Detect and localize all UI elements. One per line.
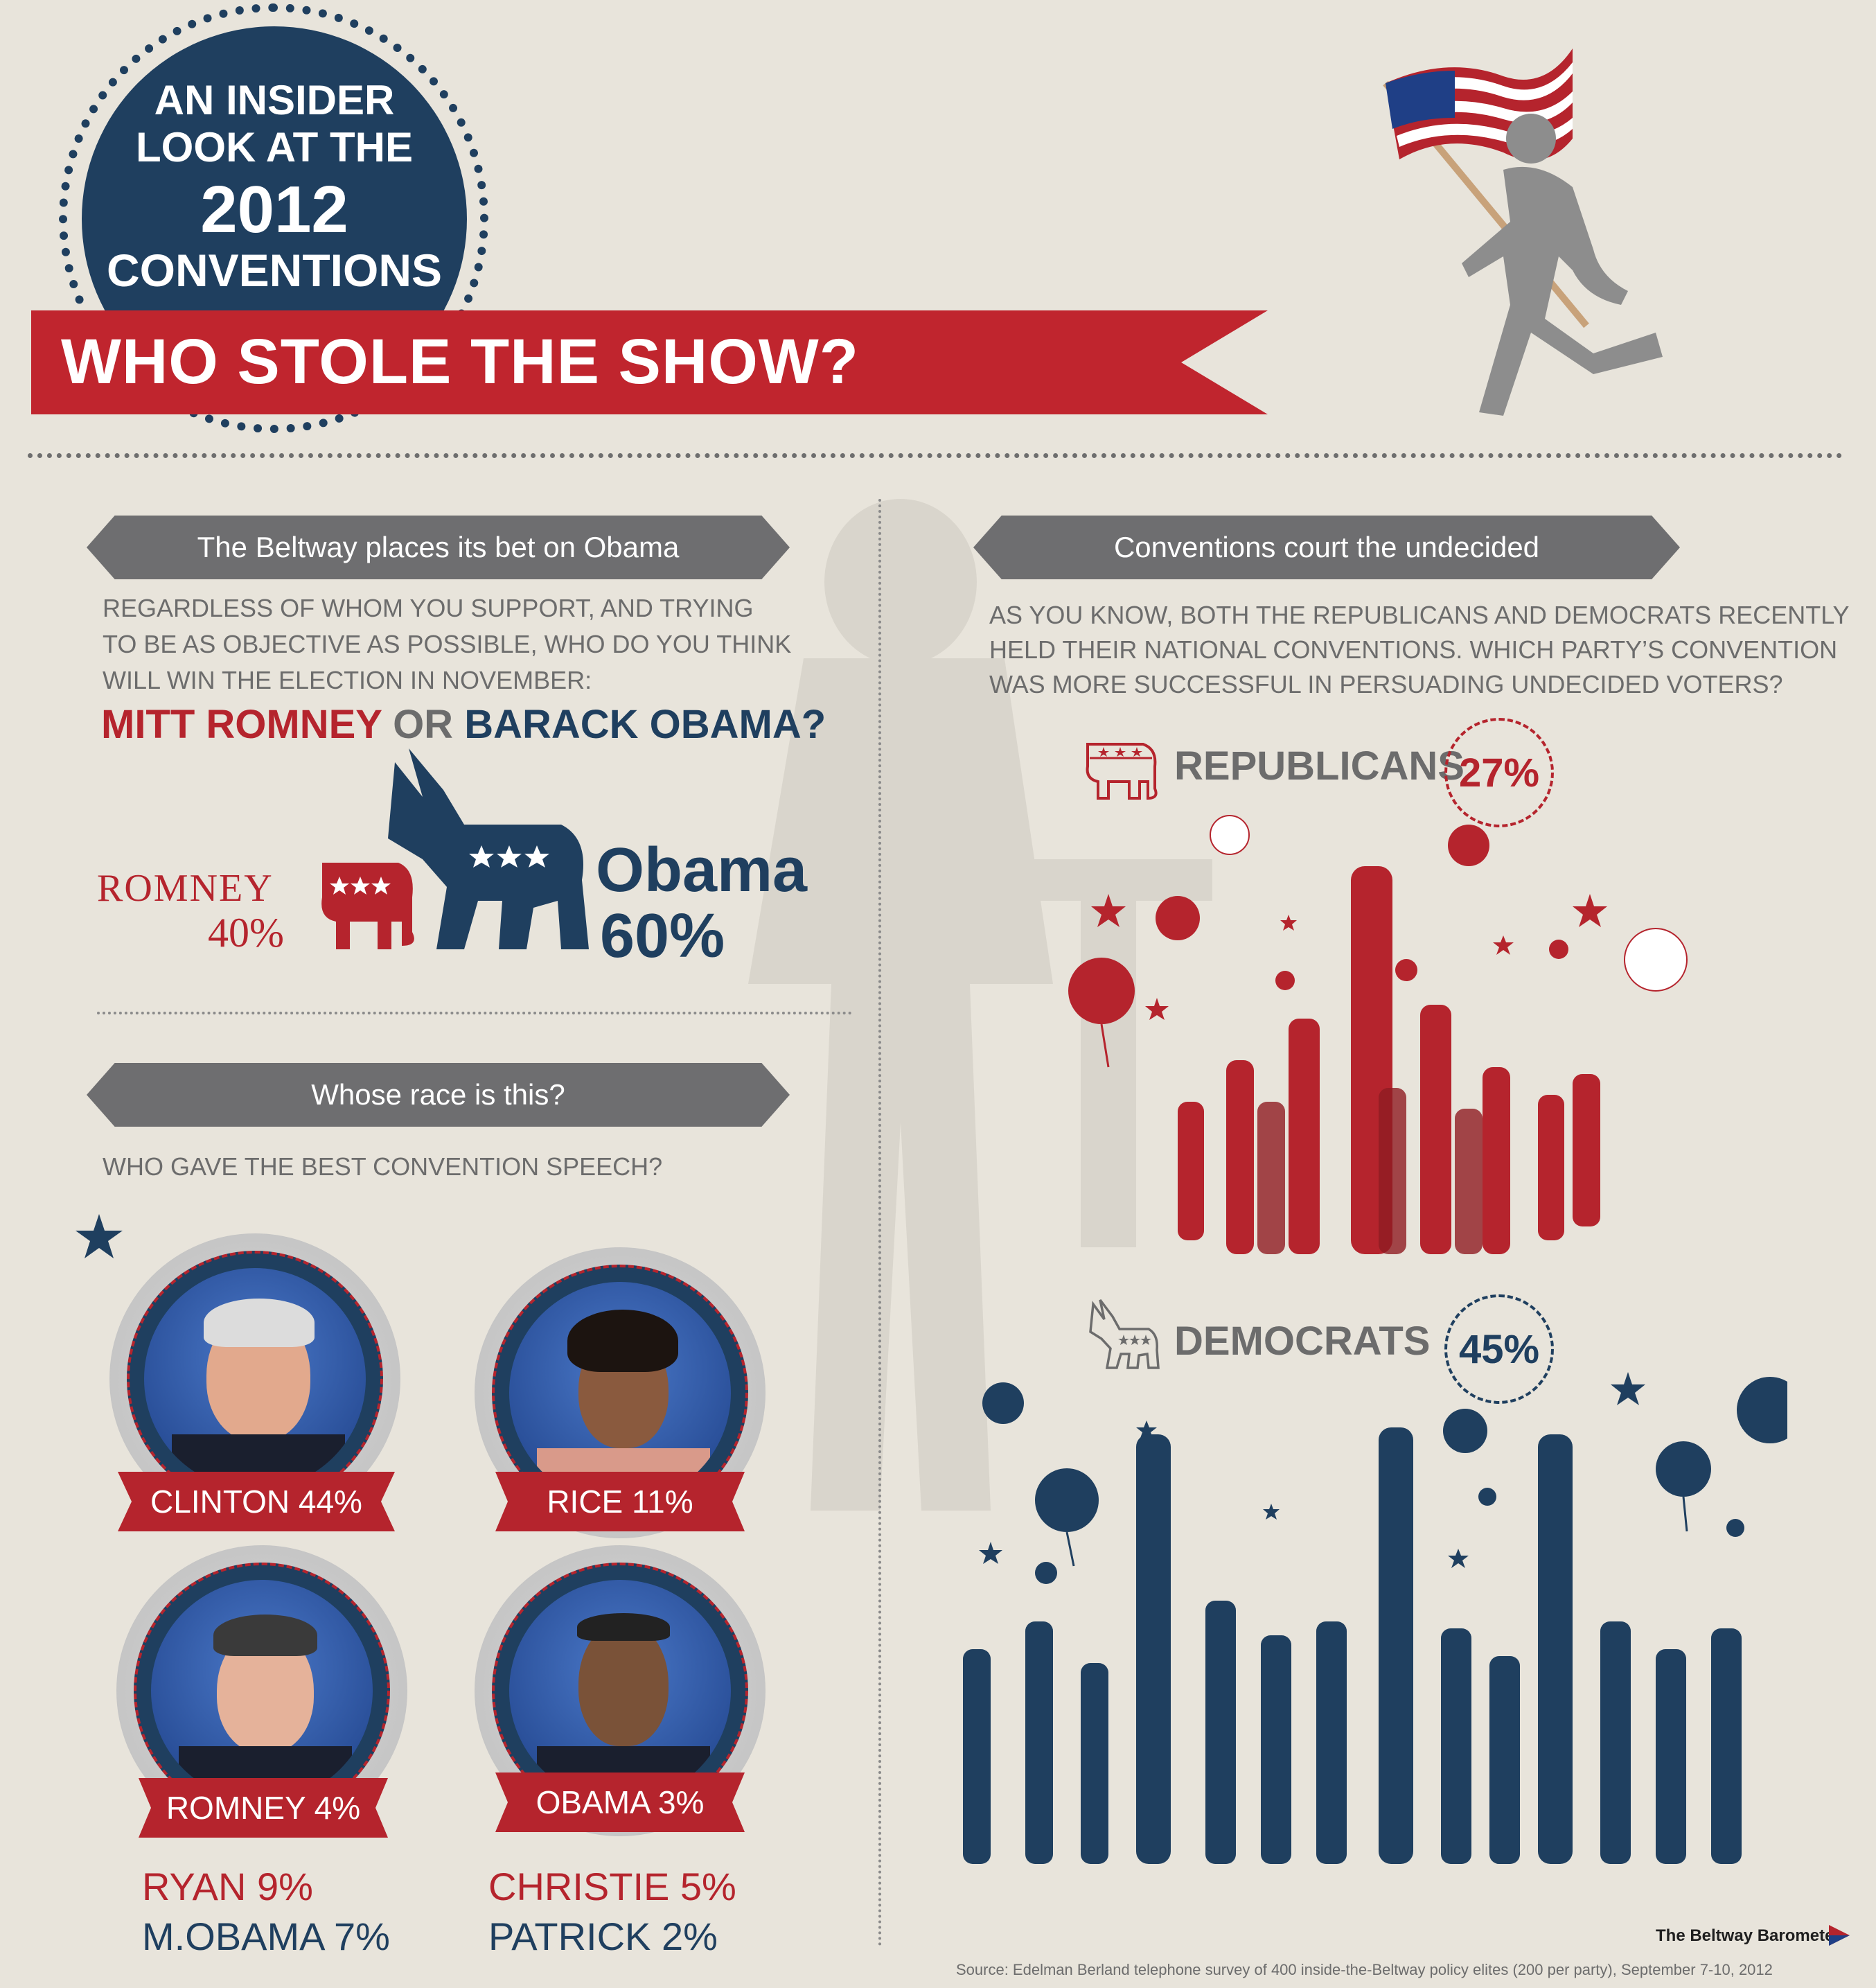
star-icon <box>76 1214 123 1258</box>
rep-label: REPUBLICANS <box>1174 744 1464 789</box>
bet-choices: MITT ROMNEY OR BARACK OBAMA? <box>101 701 826 748</box>
romney-pct: 40% <box>208 910 284 956</box>
title-banner <box>31 310 1268 414</box>
others-christie: CHRISTIE 5% <box>488 1865 736 1908</box>
dem-label: DEMOCRATS <box>1174 1319 1431 1364</box>
dem-pct: 45% <box>1458 1326 1540 1372</box>
medal-label-obama: OBAMA 3% <box>495 1773 745 1832</box>
elephant-icon <box>321 863 414 949</box>
rep-pct: 27% <box>1458 750 1540 795</box>
obama-label: Obama <box>596 836 808 905</box>
page-title: WHO STOLE THE SHOW? <box>61 326 859 397</box>
race-question: WHO GAVE THE BEST CONVENTION SPEECH? <box>103 1152 663 1181</box>
rice-photo <box>509 1282 731 1504</box>
section-heading-undecided: Conventions court the undecided <box>973 516 1680 579</box>
democrat-hands-crowd <box>963 1372 1787 1864</box>
left-divider <box>97 1012 852 1014</box>
dem-pct-circle: 45% <box>1444 1294 1554 1404</box>
undecided-question-line-1: AS YOU KNOW, BOTH THE REPUBLICANS AND DE… <box>989 601 1850 629</box>
medal-label-rice: RICE 11% <box>495 1472 745 1531</box>
rep-pct-circle: 27% <box>1444 718 1554 827</box>
elephant-outline-icon <box>1086 743 1158 800</box>
obama-photo <box>509 1580 731 1802</box>
column-divider <box>878 499 881 1947</box>
badge-year: 2012 <box>200 173 348 247</box>
badge-line-4: CONVENTIONS <box>106 245 443 296</box>
others-mobama: M.OBAMA 7% <box>142 1915 390 1958</box>
donkey-large-icon <box>388 748 589 949</box>
others-ryan: RYAN 9% <box>142 1865 313 1908</box>
undecided-question-line-2: HELD THEIR NATIONAL CONVENTIONS. WHICH P… <box>989 635 1838 664</box>
section-heading-race: Whose race is this? <box>87 1063 790 1127</box>
bet-question-line-2: TO BE AS OBJECTIVE AS POSSIBLE, WHO DO Y… <box>103 630 792 658</box>
bet-question-line-1: REGARDLESS OF WHOM YOU SUPPORT, AND TRYI… <box>103 594 754 622</box>
badge-line-2: LOOK AT THE <box>136 124 413 170</box>
choice-romney: MITT ROMNEY <box>101 702 382 747</box>
undecided-question-line-3: WAS MORE SUCCESSFUL IN PERSUADING UNDECI… <box>989 670 1783 698</box>
medal-clinton <box>109 1233 400 1524</box>
clinton-photo <box>144 1268 366 1490</box>
header-divider <box>28 453 1843 458</box>
republican-hands-crowd <box>1068 815 1688 1254</box>
medal-label-romney: ROMNEY 4% <box>139 1778 388 1838</box>
brand-arrow-icon <box>1829 1925 1850 1946</box>
medal-label-clinton: CLINTON 44% <box>118 1472 395 1531</box>
others-patrick: PATRICK 2% <box>488 1915 718 1958</box>
flag-runner-icon <box>1383 49 1663 416</box>
obama-pct: 60% <box>600 901 725 971</box>
footer-brand: The Beltway Barometer <box>1656 1926 1841 1945</box>
romney-label: ROMNEY <box>97 867 274 910</box>
footer-source: Source: Edelman Berland telephone survey… <box>956 1961 1773 1978</box>
choice-or: OR <box>393 702 454 747</box>
donkey-outline-icon <box>1089 1299 1160 1369</box>
bet-question-line-3: WILL WIN THE ELECTION IN NOVEMBER: <box>103 666 592 694</box>
romney-photo <box>151 1580 373 1802</box>
section-heading-bet: The Beltway places its bet on Obama <box>87 516 790 579</box>
choice-obama: BARACK OBAMA? <box>464 702 826 747</box>
badge-line-1: AN INSIDER <box>154 77 395 123</box>
speaker-silhouette-icon <box>748 499 1212 1511</box>
medal-romney <box>116 1545 407 1836</box>
